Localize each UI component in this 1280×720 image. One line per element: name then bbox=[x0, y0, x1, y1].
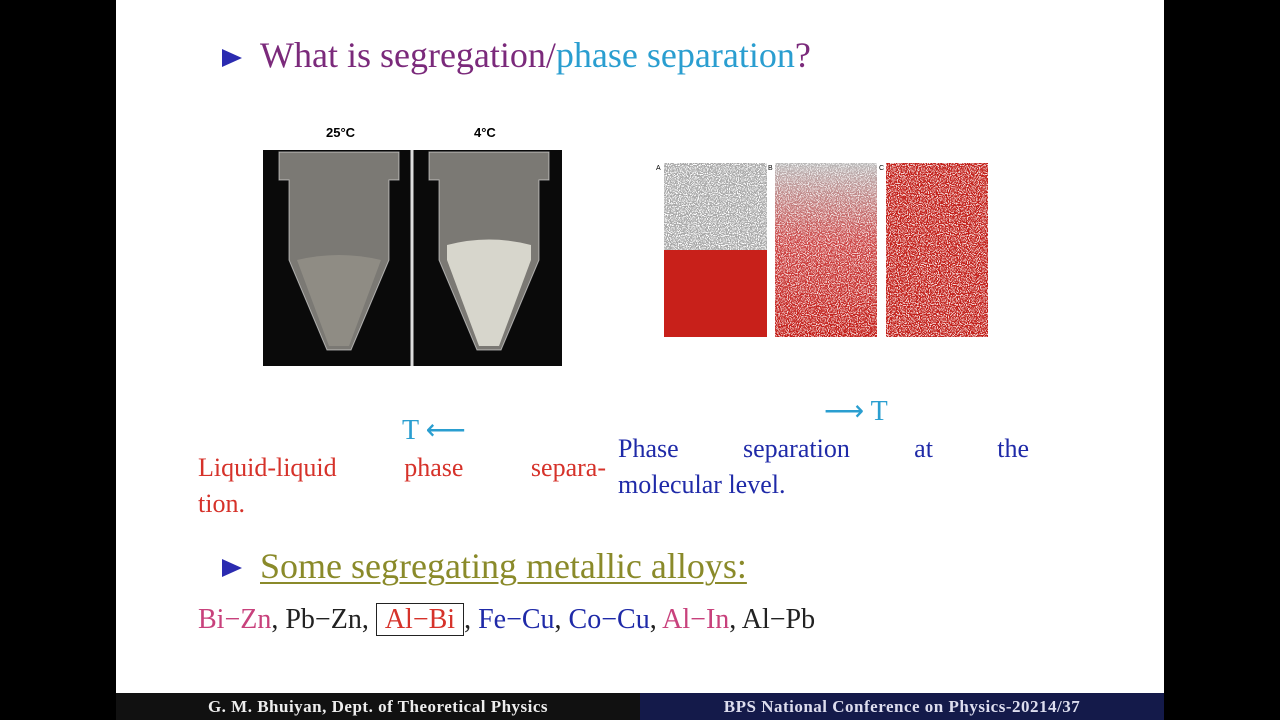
footer-conference: BPS National Conference on Physics-20214… bbox=[640, 693, 1164, 720]
caption-line: Liquid-liquid phase separa- bbox=[198, 453, 606, 482]
heading-text: What is segregation/ bbox=[260, 35, 556, 75]
separator: , bbox=[729, 604, 742, 635]
heading-highlight: phase separation bbox=[555, 35, 795, 75]
caption-left: Liquid-liquid phase separa- tion. bbox=[198, 450, 606, 522]
caption-line: molecular level. bbox=[618, 470, 786, 499]
tube-photo bbox=[263, 150, 562, 366]
footer: G. M. Bhuiyan, Dept. of Theoretical Phys… bbox=[116, 693, 1164, 720]
caption-line: Phase separation at the bbox=[618, 434, 1029, 463]
alloy: Fe−Cu bbox=[478, 604, 555, 635]
alloy: Co−Cu bbox=[568, 604, 650, 635]
panel-label: A bbox=[656, 165, 661, 172]
bullet-marker bbox=[222, 49, 242, 67]
alloy-list: Bi−Zn, Pb−Zn, Al−Bi, Fe−Cu, Co−Cu, Al−In… bbox=[198, 603, 816, 636]
caption-line: tion. bbox=[198, 489, 245, 518]
panel-label: C bbox=[879, 165, 884, 172]
caption-right: Phase separation at the molecular level. bbox=[618, 431, 1029, 503]
bullet-heading: What is segregation/phase separation? bbox=[260, 34, 811, 76]
separator: , bbox=[649, 604, 663, 635]
simulation-panels: A B C bbox=[656, 163, 988, 337]
bullet-marker bbox=[222, 559, 242, 577]
figure-label: 4°C bbox=[474, 125, 496, 140]
separator: , bbox=[361, 604, 376, 635]
temperature-arrow: T ⟵ bbox=[402, 415, 466, 446]
bullet-heading: Some segregating metallic alloys: bbox=[260, 546, 747, 586]
alloy: Pb−Zn bbox=[285, 604, 362, 635]
figure-label: 25°C bbox=[326, 125, 356, 140]
alloy: Al−Pb bbox=[741, 604, 816, 635]
alloy: Al−Bi bbox=[375, 603, 465, 636]
separator: , bbox=[464, 604, 479, 635]
separator: , bbox=[271, 604, 286, 635]
temperature-arrow: ⟶ T bbox=[824, 396, 888, 427]
alloy: Bi−Zn bbox=[198, 604, 272, 635]
alloy: Al−In bbox=[662, 604, 730, 635]
separator: , bbox=[554, 604, 569, 635]
slide: What is segregation/phase separation? 25… bbox=[116, 0, 1164, 693]
heading-text: ? bbox=[794, 35, 811, 75]
panel-label: B bbox=[768, 165, 773, 172]
footer-author: G. M. Bhuiyan, Dept. of Theoretical Phys… bbox=[116, 693, 640, 720]
